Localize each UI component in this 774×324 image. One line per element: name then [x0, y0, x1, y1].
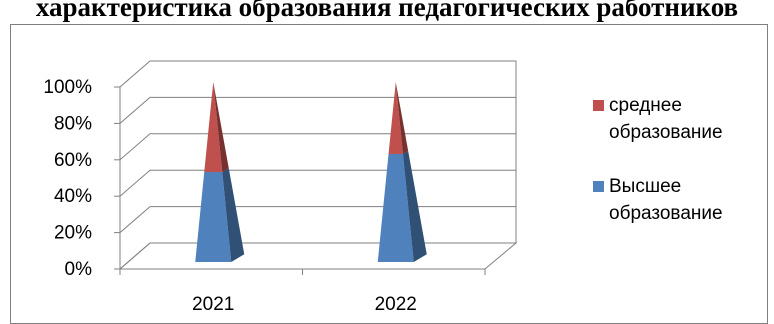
y-tick-label: 60%	[54, 150, 92, 171]
legend-label: Высшее	[609, 176, 681, 197]
chart-legend: среднее образование Высшее образование	[593, 95, 723, 224]
page-title: характеристика образования педагогически…	[35, 0, 739, 22]
cone-segment	[204, 82, 223, 172]
chart-gridlines	[114, 60, 516, 275]
y-tick-label: 0%	[65, 259, 93, 280]
y-tick-label: 40%	[54, 186, 92, 207]
legend-label: образование	[609, 203, 723, 224]
cone-segment-side	[395, 82, 409, 154]
chart-marks	[195, 82, 427, 262]
x-tick-label: 2022	[375, 294, 417, 315]
y-axis-ticks: 0% 20% 40% 60% 80% 100%	[43, 77, 92, 280]
gridline	[119, 60, 516, 88]
legend-label: среднее	[609, 95, 682, 116]
gridline	[119, 96, 516, 124]
cone-segment	[388, 82, 403, 154]
gridline	[119, 133, 516, 161]
floor	[118, 242, 518, 270]
x-tick-label: 2021	[192, 294, 234, 315]
y-tick-label: 20%	[54, 223, 92, 244]
y-tick-label: 80%	[54, 113, 92, 134]
x-axis-ticks: 2021 2022	[192, 294, 417, 315]
cone-segment-side	[222, 168, 245, 262]
y-tick-label: 100%	[43, 77, 92, 98]
cone-segment	[195, 172, 232, 262]
legend-label: образование	[609, 122, 723, 143]
cone-segment-side	[402, 150, 427, 262]
gridline	[119, 242, 516, 270]
cone-segment	[377, 154, 414, 262]
cone-segment-side	[213, 82, 229, 172]
legend-swatch	[593, 181, 604, 192]
gridline	[119, 169, 516, 197]
legend-swatch	[593, 100, 604, 111]
gridline	[119, 206, 516, 233]
chart-walls	[118, 60, 518, 270]
